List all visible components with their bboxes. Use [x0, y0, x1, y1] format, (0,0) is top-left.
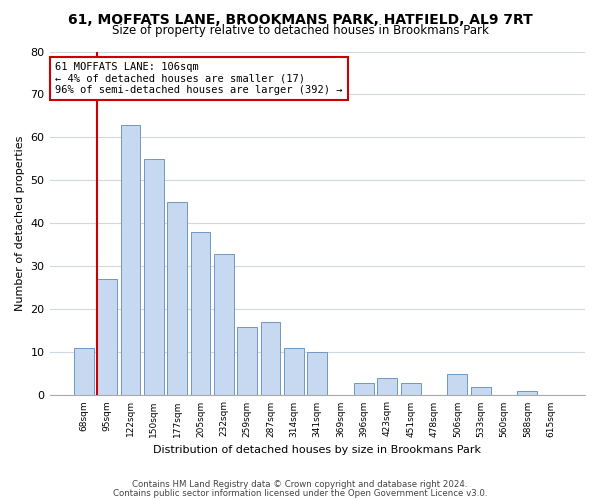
Text: Contains HM Land Registry data © Crown copyright and database right 2024.: Contains HM Land Registry data © Crown c… [132, 480, 468, 489]
Bar [74, 348, 94, 396]
Bar [284, 348, 304, 396]
Bar [144, 159, 164, 396]
Bar [517, 391, 538, 396]
Bar [238, 326, 257, 396]
Y-axis label: Number of detached properties: Number of detached properties [15, 136, 25, 311]
Text: 61 MOFFATS LANE: 106sqm
← 4% of detached houses are smaller (17)
96% of semi-det: 61 MOFFATS LANE: 106sqm ← 4% of detached… [55, 62, 343, 95]
Bar [167, 202, 187, 396]
Bar [121, 124, 140, 396]
Bar [214, 254, 234, 396]
Bar [97, 280, 117, 396]
Text: Size of property relative to detached houses in Brookmans Park: Size of property relative to detached ho… [112, 24, 488, 37]
Bar [260, 322, 280, 396]
Bar [354, 382, 374, 396]
Text: 61, MOFFATS LANE, BROOKMANS PARK, HATFIELD, AL9 7RT: 61, MOFFATS LANE, BROOKMANS PARK, HATFIE… [68, 12, 532, 26]
Bar [307, 352, 327, 396]
Bar [401, 382, 421, 396]
Bar [377, 378, 397, 396]
X-axis label: Distribution of detached houses by size in Brookmans Park: Distribution of detached houses by size … [153, 445, 481, 455]
Text: Contains public sector information licensed under the Open Government Licence v3: Contains public sector information licen… [113, 488, 487, 498]
Bar [191, 232, 211, 396]
Bar [448, 374, 467, 396]
Bar [471, 387, 491, 396]
